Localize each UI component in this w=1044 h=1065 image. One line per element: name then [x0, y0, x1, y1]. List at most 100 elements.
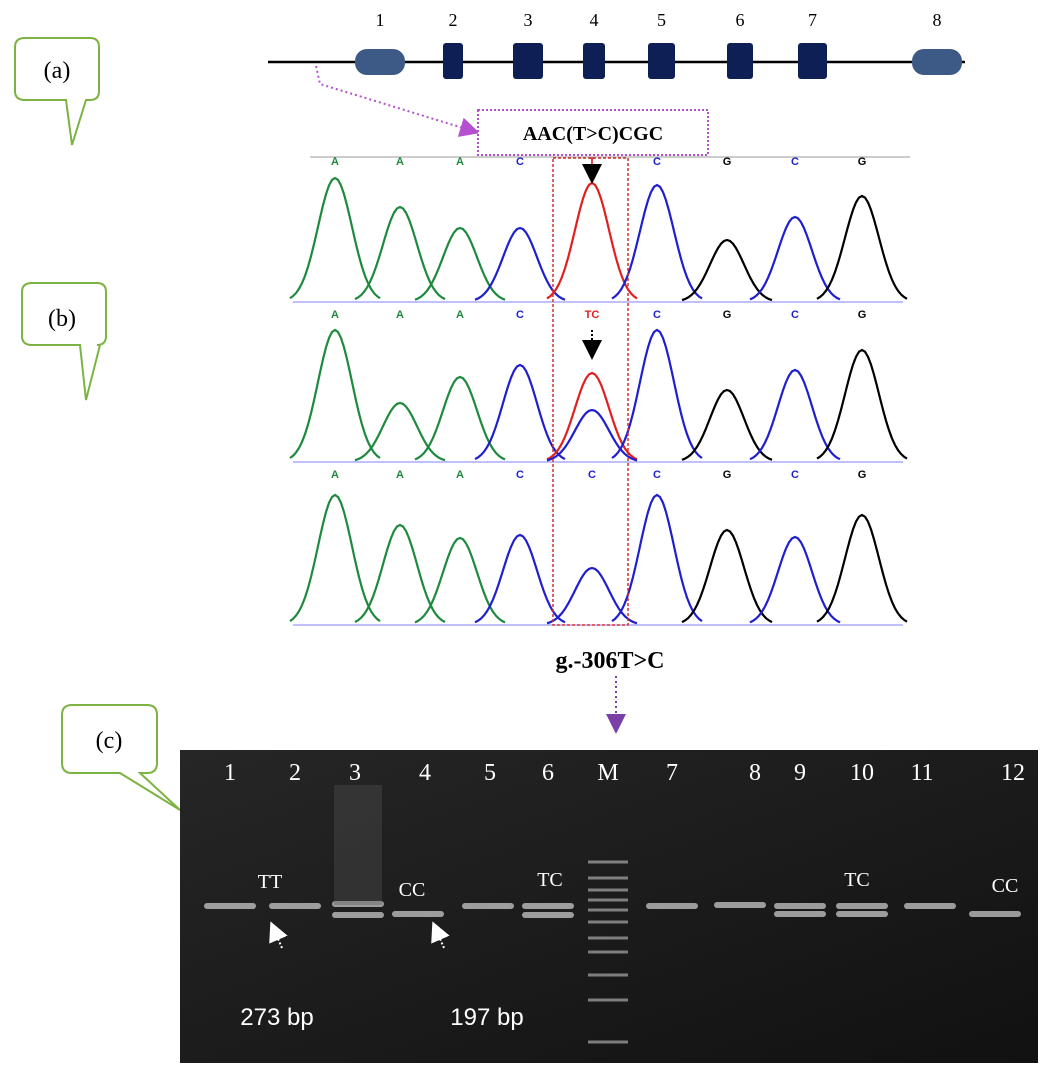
figure: (a) (b) (c) 12345678 AAC(T>C)CGC AAACTCG… [0, 0, 1044, 1065]
ladder-band [588, 1041, 628, 1044]
band [904, 903, 956, 909]
callout [15, 38, 99, 145]
base-call: A [456, 469, 464, 481]
lane-label: 2 [289, 760, 301, 786]
exon [648, 43, 675, 79]
exon [355, 49, 405, 75]
exon [583, 43, 605, 79]
peak [547, 568, 637, 623]
exon-label: 1 [376, 10, 385, 30]
ladder-band [588, 951, 628, 954]
lane-label: 10 [850, 760, 874, 786]
peak [415, 228, 505, 300]
exon-label: 3 [524, 10, 533, 30]
exon [443, 43, 463, 79]
genotype-label: TC [537, 869, 563, 891]
lane-label: 1 [224, 760, 236, 786]
highlight-box [553, 158, 628, 625]
sequence-label: AAC(T>C)CGC [523, 123, 663, 145]
ladder-band [588, 937, 628, 940]
ladder-band [588, 999, 628, 1002]
band [774, 911, 826, 917]
exon-label: 7 [808, 10, 817, 30]
ladder-band [588, 877, 628, 880]
smear [334, 785, 382, 905]
exon [727, 43, 753, 79]
peak [475, 535, 565, 622]
exon-label: 5 [657, 10, 666, 30]
peak [475, 365, 565, 459]
base-call: C [588, 469, 596, 481]
peak [612, 330, 702, 458]
band [522, 903, 574, 909]
lane-label: M [597, 760, 618, 786]
lane-label: 7 [666, 760, 678, 786]
callout-label: (b) [48, 306, 76, 332]
exon-label: 8 [933, 10, 942, 30]
peak [415, 538, 505, 622]
genotype-label: TT [258, 871, 282, 893]
base-call: A [331, 309, 339, 321]
peak [817, 196, 907, 299]
peak [547, 183, 637, 298]
peak [612, 185, 702, 299]
lane-label: 9 [794, 760, 806, 786]
base-call: A [396, 309, 404, 321]
peak [547, 373, 637, 459]
band [969, 911, 1021, 917]
lane-label: 11 [910, 760, 933, 786]
band [332, 912, 384, 918]
callout-label: (c) [96, 728, 123, 754]
ladder-band [588, 921, 628, 924]
lane-label: 5 [484, 760, 496, 786]
band [392, 911, 444, 917]
base-call: C [653, 469, 661, 481]
base-call: A [331, 156, 339, 168]
base-call: C [653, 309, 661, 321]
exon-label: 2 [449, 10, 458, 30]
callout [22, 283, 106, 400]
base-call: C [516, 309, 524, 321]
callout-label: (a) [44, 58, 71, 84]
peak [682, 530, 772, 622]
peak [750, 537, 840, 622]
peak [355, 403, 445, 460]
peak [355, 525, 445, 622]
base-call: C [653, 156, 661, 168]
lane-label: 3 [349, 760, 361, 786]
band [646, 903, 698, 909]
base-call: A [396, 156, 404, 168]
band [204, 903, 256, 909]
peak [612, 495, 702, 621]
peak [682, 390, 772, 460]
band [714, 902, 766, 908]
base-call: A [331, 469, 339, 481]
peak [682, 240, 772, 300]
base-call: G [723, 309, 732, 321]
size-label: 197 bp [450, 1004, 523, 1031]
base-call: C [516, 156, 524, 168]
exon-label: 6 [736, 10, 745, 30]
base-call: G [858, 469, 867, 481]
exon [798, 43, 827, 79]
ladder-band [588, 909, 628, 912]
peak [290, 495, 380, 621]
band [462, 903, 514, 909]
band [774, 903, 826, 909]
lane-label: 4 [419, 760, 431, 786]
base-call: C [791, 309, 799, 321]
genotype-label: TC [844, 869, 870, 891]
genotype-label: CC [399, 879, 426, 901]
band [836, 911, 888, 917]
callout [62, 705, 180, 810]
base-call: C [791, 469, 799, 481]
lane-label: 12 [1001, 760, 1025, 786]
lane-label: 6 [542, 760, 554, 786]
peak [547, 410, 637, 460]
base-call: C [791, 156, 799, 168]
ladder-band [588, 861, 628, 864]
peak [290, 330, 380, 458]
band [522, 912, 574, 918]
ladder-band [588, 899, 628, 902]
peak [475, 228, 565, 300]
